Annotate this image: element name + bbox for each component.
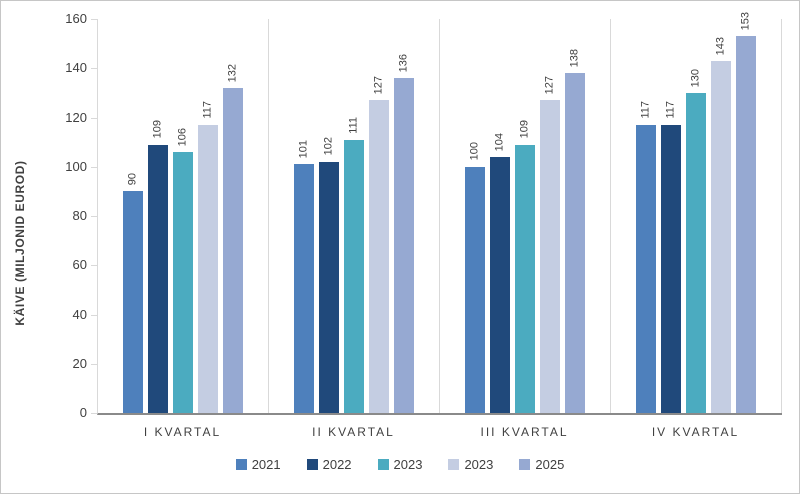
y-tick-label-20: 20 [72,355,87,371]
bar-value-label: 153 [739,11,752,31]
bar-value-label: 127 [372,75,385,95]
bar-value-label: 102 [322,137,335,156]
y-tick-mark [91,19,97,20]
bar-group-i-kvartal: 90 109 106 117 132 [98,19,269,413]
y-tick-label-120: 120 [65,109,87,125]
bar-2025-iii-kvartal: 138 [565,49,585,413]
bar-value-label: 109 [518,120,531,139]
bar-2022-iv-kvartal: 117 [661,101,681,413]
bar-2021-iii-kvartal: 100 [465,142,485,413]
y-tick-label-140: 140 [65,60,87,76]
bar-2021-iv-kvartal: 117 [636,101,656,413]
bar-2023-iv-kvartal: 130 [686,69,706,413]
bar-value-label: 109 [151,120,164,139]
bar-2025-ii-kvartal: 136 [394,54,414,413]
plot-area: 90 109 106 117 132 101 102 111 127 136 100 104 109 12… [97,12,782,415]
legend-label: 2022 [322,457,352,472]
y-tick-label-160: 160 [65,11,87,26]
legend-item-2023: 2023 [448,457,493,472]
bar-value-label: 138 [568,48,581,68]
legend-swatch-icon [235,459,247,470]
bar-value-label: 104 [493,132,506,151]
bar-2021-i-kvartal: 90 [123,173,143,413]
legend-item-2025: 2025 [519,457,564,472]
bar-2023-iii-kvartal: 127 [540,76,560,413]
legend-item-2022: 2022 [306,457,352,472]
bar-2023-ii-kvartal: 127 [369,76,389,413]
y-tick-mark [91,68,97,70]
legend-swatch-icon [519,459,531,470]
legend-label: 2025 [535,457,565,472]
bar-value-label: 101 [297,139,310,159]
legend-swatch-icon [377,459,389,470]
bar-value-label: 130 [689,68,702,87]
y-tick-label-80: 80 [72,208,87,223]
bar-2023-iii-kvartal: 109 [515,120,535,413]
bar-value-label: 132 [226,63,239,82]
y-tick-mark [91,314,97,316]
bar-2022-ii-kvartal: 102 [319,137,339,413]
bar-2025-iv-kvartal: 153 [736,12,756,413]
bar-2023-ii-kvartal: 111 [344,117,364,413]
bar-2023-i-kvartal: 106 [173,128,193,413]
legend-item-2021: 2021 [235,457,281,472]
y-tick-mark [91,363,97,365]
bar-group-iv-kvartal: 117 117 130 143 153 [611,12,782,413]
x-category-label-ii-kvartal: II KVARTAL [312,425,395,439]
y-tick-mark [91,216,97,217]
y-tick-label-100: 100 [65,158,87,174]
bar-value-label: 90 [126,173,139,186]
y-tick-mark [91,117,97,119]
y-tick-mark [91,265,97,267]
legend-label: 2023 [393,457,423,472]
bar-value-label: 127 [543,75,556,95]
y-tick-label-0: 0 [79,405,87,420]
bar-2025-i-kvartal: 132 [223,64,243,413]
bar-2022-i-kvartal: 109 [148,120,168,413]
legend-label: 2023 [464,457,494,472]
x-category-label-iii-kvartal: III KVARTAL [480,425,569,439]
bar-value-label: 100 [468,142,481,161]
bar-2021-ii-kvartal: 101 [294,140,314,413]
legend-swatch-icon [306,459,318,470]
y-tick-mark [91,166,97,168]
bar-2022-iii-kvartal: 104 [490,133,510,413]
x-category-label-i-kvartal: I KVARTAL [143,425,222,439]
bar-group-ii-kvartal: 101 102 111 127 136 [269,19,440,413]
y-axis-title: KÄIVE (MILJONID EUROD) [13,160,27,326]
bar-value-label: 117 [639,101,652,119]
bar-value-label: 111 [347,116,360,134]
x-category-label-iv-kvartal: IV KVARTAL [651,425,740,439]
bar-value-label: 106 [176,127,189,146]
legend-item-2023: 2023 [377,457,423,472]
bar-2023-iv-kvartal: 143 [711,37,731,413]
legend-label: 2021 [251,457,281,472]
bar-value-label: 117 [664,101,677,119]
bar-value-label: 143 [714,36,727,55]
bar-value-label: 117 [201,101,214,119]
y-tick-mark [91,413,97,414]
legend-swatch-icon [448,459,460,470]
bar-value-label: 136 [397,53,410,73]
y-tick-label-40: 40 [72,306,87,322]
legend: 2021 2022 2023 2023 2025 [1,457,799,472]
bar-group-iii-kvartal: 100 104 109 127 138 [440,19,611,413]
bar-2023-i-kvartal: 117 [198,101,218,413]
y-tick-label-60: 60 [72,257,87,273]
